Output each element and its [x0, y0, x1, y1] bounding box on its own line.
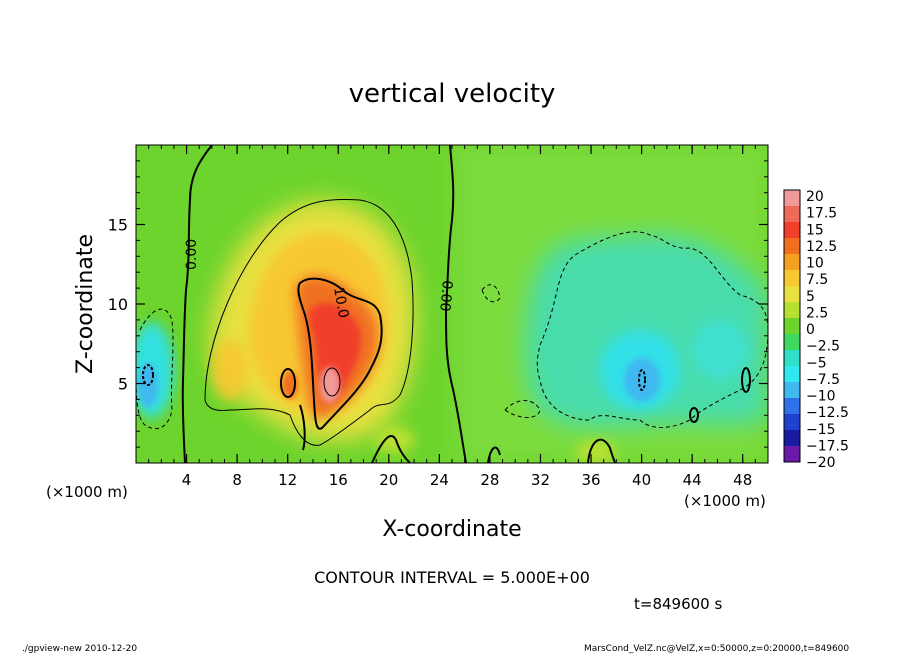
colorbar-swatch [784, 414, 800, 431]
colorbar-swatch [784, 254, 800, 271]
colorbar-label: −7.5 [806, 372, 840, 388]
colorbar-frame [783, 189, 801, 463]
x-axis-label: X-coordinate [382, 517, 521, 542]
colorbar-label: −17.5 [806, 438, 849, 454]
contour-interval: CONTOUR INTERVAL = 5.000E+00 [314, 568, 590, 587]
colorbar-label: −12.5 [806, 405, 849, 421]
colorbar: 2017.51512.5107.552.50−2.5−5−7.5−10−12.5… [783, 189, 849, 471]
colorbar-swatch [784, 350, 800, 367]
x-tick-label: 8 [232, 471, 242, 489]
x-tick-label: 40 [632, 471, 651, 489]
x-tick-label: 4 [182, 471, 192, 489]
x-tick-label: 32 [531, 471, 550, 489]
colorbar-label: −10 [806, 389, 836, 405]
x-tick-label: 20 [379, 471, 398, 489]
colorbar-swatch [784, 206, 800, 223]
colorbar-label: 5 [806, 289, 815, 305]
colorbar-swatch [784, 238, 800, 255]
colorbar-swatch [784, 382, 800, 399]
footer-right: MarsCond_VelZ.nc@VelZ,x=0:50000,z=0:2000… [584, 644, 849, 654]
colorbar-swatch [784, 398, 800, 415]
colorbar-label: 10 [806, 256, 824, 272]
y-axis-label: Z-coordinate [73, 234, 98, 374]
colorbar-label: 17.5 [806, 206, 837, 222]
chart-title: vertical velocity [349, 79, 556, 109]
colorbar-swatch [784, 286, 800, 303]
heatmap-field [136, 145, 768, 463]
colorbar-label: 15 [806, 222, 824, 238]
colorbar-label: 0 [806, 322, 815, 338]
x-unit-right: (×1000 m) [684, 492, 766, 510]
time-label: t=849600 s [634, 595, 722, 613]
y-tick-label: 10 [108, 295, 128, 314]
contour-label-right: 0.00 [436, 280, 455, 312]
x-tick-label: 44 [683, 471, 702, 489]
colorbar-label: 12.5 [806, 239, 837, 255]
x-tick-label: 28 [480, 471, 499, 489]
contour-label-center: 10.0 [330, 286, 351, 319]
colorbar-swatch [784, 318, 800, 335]
colorbar-label: −15 [806, 422, 836, 438]
colorbar-swatch [784, 334, 800, 351]
colorbar-swatch [784, 270, 800, 287]
colorbar-swatch [784, 430, 800, 447]
colorbar-label: −2.5 [806, 339, 840, 355]
colorbar-swatch [784, 190, 800, 207]
x-tick-label: 16 [329, 471, 348, 489]
x-tick-label: 24 [430, 471, 449, 489]
y-tick-label: 15 [108, 216, 128, 235]
x-tick-label: 12 [278, 471, 297, 489]
y-tick-label: 5 [118, 375, 128, 394]
colorbar-swatch [784, 302, 800, 319]
colorbar-label: 20 [806, 189, 824, 205]
colorbar-label: 7.5 [806, 272, 828, 288]
x-tick-label: 36 [581, 471, 600, 489]
colorbar-swatch [784, 222, 800, 239]
footer-left: ./gpview-new 2010-12-20 [22, 644, 137, 654]
colorbar-label: −20 [806, 455, 836, 471]
contour-label-left: 0.00 [184, 239, 200, 270]
colorbar-label: −5 [806, 355, 827, 371]
colorbar-label: 2.5 [806, 305, 828, 321]
x-tick-label: 48 [733, 471, 752, 489]
colorbar-swatch [784, 446, 800, 463]
colorbar-swatch [784, 366, 800, 383]
x-unit-left: (×1000 m) [46, 483, 128, 501]
